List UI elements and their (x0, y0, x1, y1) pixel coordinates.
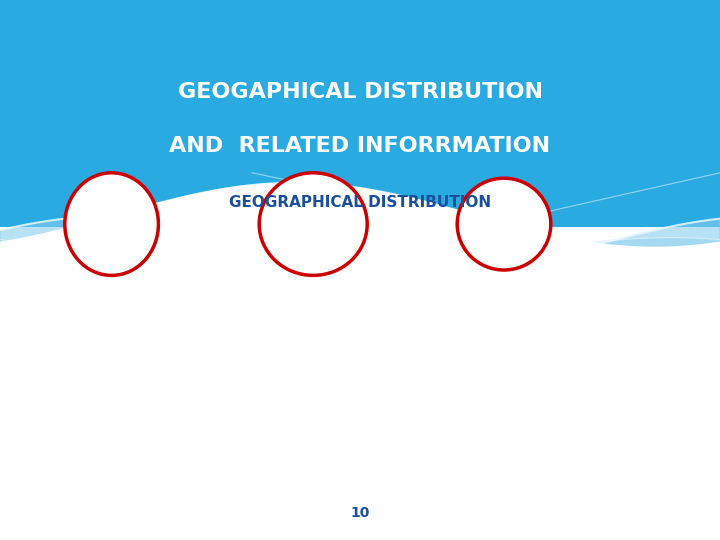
Ellipse shape (65, 173, 158, 275)
Ellipse shape (259, 173, 367, 275)
Text: GEOGAPHICAL DISTRIBUTION: GEOGAPHICAL DISTRIBUTION (178, 82, 542, 102)
Ellipse shape (457, 178, 551, 270)
Text: GEOGRAPHICAL DISTRIBUTION: GEOGRAPHICAL DISTRIBUTION (229, 195, 491, 210)
Bar (0, 0, 720, 227)
Text: 10: 10 (351, 506, 369, 520)
Text: AND  RELATED INFORRMATION: AND RELATED INFORRMATION (169, 136, 551, 156)
